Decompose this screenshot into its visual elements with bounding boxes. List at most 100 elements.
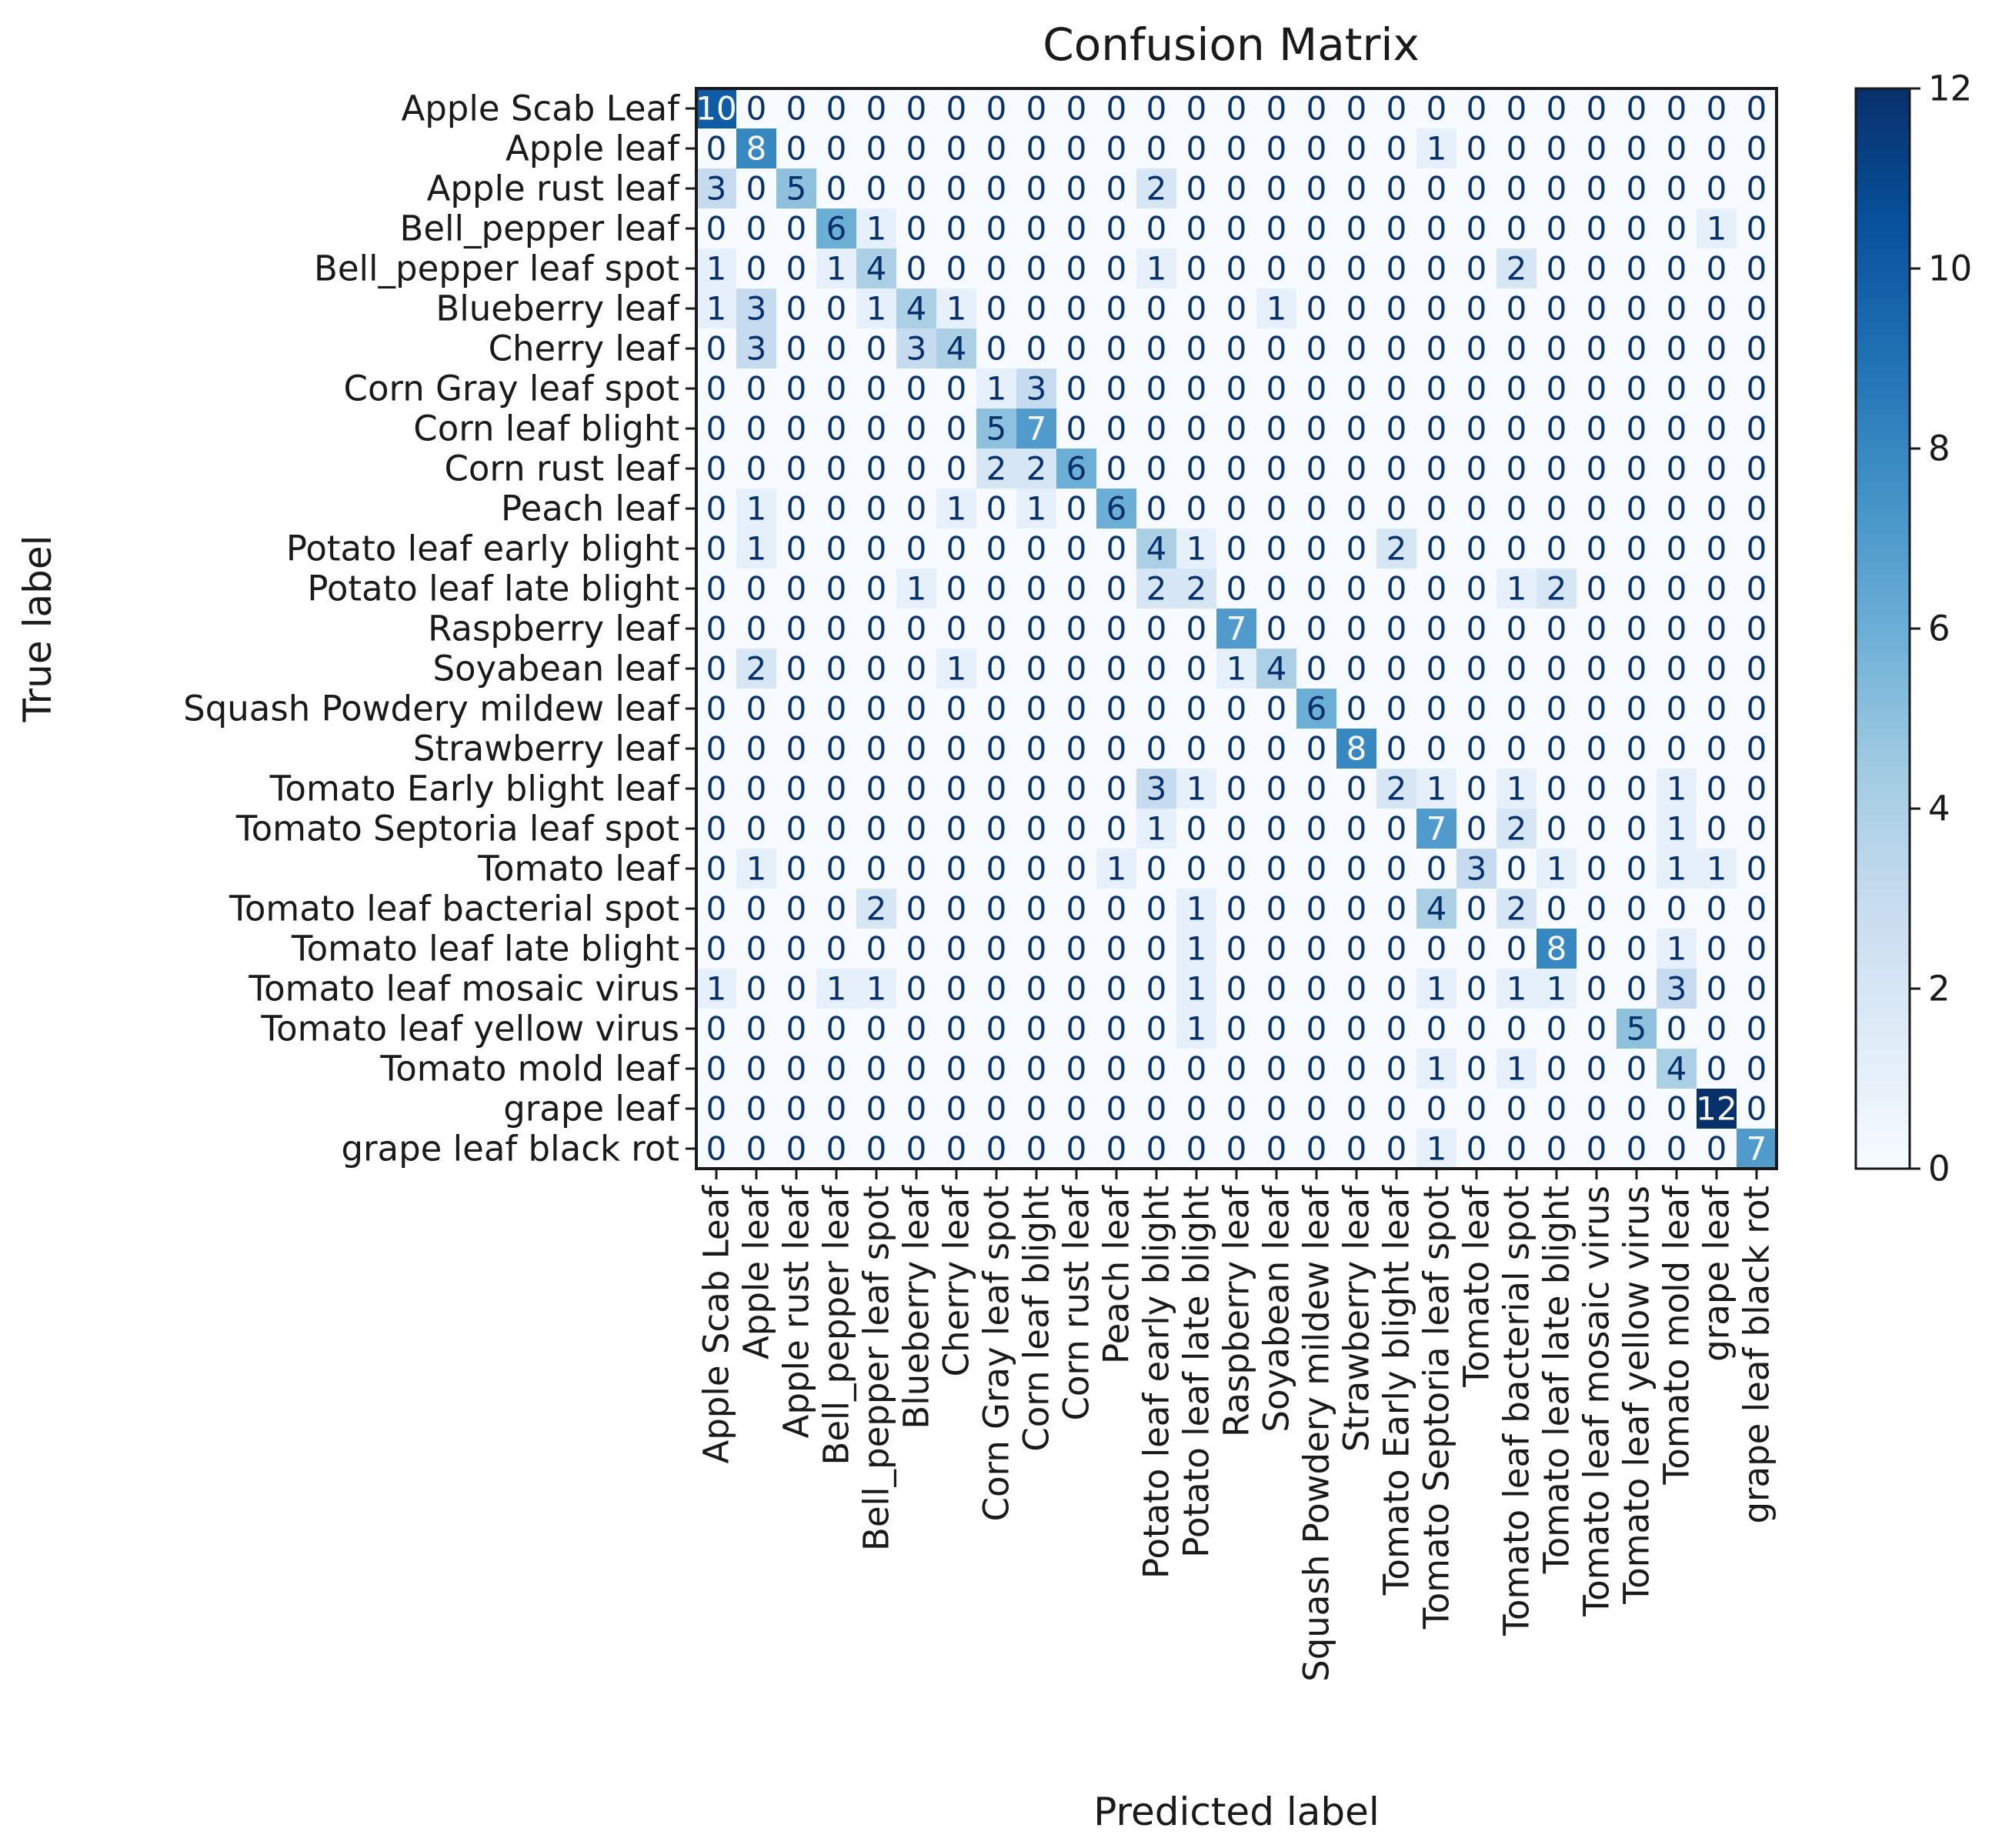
heatmap-cell <box>1537 849 1577 889</box>
cell-value-label: 0 <box>746 250 767 288</box>
cell-value-label: 0 <box>1186 250 1207 288</box>
heatmap-cell <box>1296 168 1337 209</box>
heatmap-cell <box>1176 929 1217 969</box>
heatmap-cell <box>856 249 897 289</box>
heatmap-cell <box>1697 969 1737 1009</box>
y-tick-label: Apple Scab Leaf <box>401 88 680 129</box>
cell-value-label: 0 <box>1386 450 1407 488</box>
heatmap-cell <box>1016 929 1057 969</box>
heatmap-cell <box>1256 809 1297 849</box>
cell-value-label: 0 <box>1587 490 1607 528</box>
heatmap-cell <box>776 609 817 649</box>
heatmap-cell <box>776 409 817 449</box>
heatmap-cell <box>1136 449 1177 489</box>
heatmap-cell <box>856 329 897 369</box>
cell-value-label: 0 <box>1346 1090 1367 1128</box>
cell-value-label: 0 <box>866 810 887 848</box>
cell-value-label: 0 <box>1667 250 1687 288</box>
cell-value-label: 0 <box>1507 410 1527 448</box>
cell-value-label: 3 <box>1667 970 1687 1008</box>
cell-value-label: 0 <box>786 1090 807 1128</box>
cell-value-label: 0 <box>1306 290 1327 328</box>
heatmap-cell <box>1537 1049 1577 1089</box>
cell-value-label: 0 <box>906 450 927 488</box>
cell-value-label: 0 <box>1386 330 1407 368</box>
cell-value-label: 0 <box>1346 530 1367 568</box>
heatmap-cell <box>1136 208 1177 249</box>
cell-value-label: 0 <box>1106 1090 1127 1128</box>
cell-value-label: 7 <box>1226 610 1247 648</box>
cell-value-label: 0 <box>1146 1090 1167 1128</box>
cell-value-label: 0 <box>1106 410 1127 448</box>
heatmap-cell <box>936 1129 977 1169</box>
heatmap-cell <box>776 809 817 849</box>
y-tick-label: grape leaf <box>503 1089 680 1129</box>
cell-value-label: 0 <box>1186 1130 1207 1168</box>
heatmap-cell <box>1136 409 1177 449</box>
cell-value-label: 0 <box>906 130 927 168</box>
heatmap-cell <box>1657 168 1697 209</box>
cell-value-label: 0 <box>946 890 967 928</box>
cell-value-label: 0 <box>826 170 847 208</box>
heatmap-cell <box>1456 489 1497 529</box>
cell-value-label: 0 <box>1266 450 1287 488</box>
cell-value-label: 0 <box>1266 890 1287 928</box>
cell-value-label: 0 <box>746 930 767 968</box>
cell-value-label: 0 <box>1627 610 1647 648</box>
heatmap-cell <box>1497 969 1537 1009</box>
heatmap-cell <box>696 168 737 209</box>
cell-value-label: 0 <box>1466 810 1487 848</box>
cell-value-label: 0 <box>1226 90 1247 128</box>
cell-value-label: 0 <box>1226 130 1247 168</box>
cell-value-label: 0 <box>1587 90 1607 128</box>
heatmap-cell <box>776 649 817 689</box>
heatmap-cell <box>1537 889 1577 929</box>
cell-value-label: 1 <box>1667 850 1687 888</box>
heatmap-cell <box>1256 609 1297 649</box>
cell-value-label: 0 <box>1026 690 1047 728</box>
cell-value-label: 0 <box>1587 290 1607 328</box>
cell-value-label: 0 <box>1587 330 1607 368</box>
cell-value-label: 0 <box>1667 170 1687 208</box>
heatmap-cell <box>1056 649 1097 689</box>
heatmap-cell <box>896 529 937 569</box>
y-tick-label: Corn leaf blight <box>413 409 679 449</box>
heatmap-cell <box>1056 929 1097 969</box>
heatmap-cell <box>736 1049 777 1089</box>
heatmap-cell <box>1136 889 1177 929</box>
cell-value-label: 0 <box>1426 1090 1447 1128</box>
heatmap-cell <box>1497 1009 1537 1049</box>
heatmap-cell <box>1737 1129 1777 1169</box>
heatmap-cell <box>1456 729 1497 769</box>
heatmap-cell <box>1216 649 1257 689</box>
heatmap-cell <box>1577 1009 1617 1049</box>
heatmap-cell <box>1176 1089 1217 1129</box>
heatmap-cell <box>856 809 897 849</box>
heatmap-cell <box>1016 849 1057 889</box>
heatmap-cell <box>1176 649 1217 689</box>
heatmap-cell <box>1497 809 1537 849</box>
heatmap-cell <box>1697 929 1737 969</box>
heatmap-cell <box>1657 449 1697 489</box>
heatmap-cell <box>1497 369 1537 409</box>
cell-value-label: 0 <box>1627 450 1647 488</box>
cell-value-label: 0 <box>1627 810 1647 848</box>
heatmap-cell <box>816 249 857 289</box>
cell-value-label: 0 <box>906 650 927 688</box>
cell-value-label: 0 <box>1587 530 1607 568</box>
cell-value-label: 0 <box>906 1130 927 1168</box>
cell-value-label: 0 <box>706 130 727 168</box>
heatmap-cell <box>1136 929 1177 969</box>
heatmap-cell <box>1617 88 1657 129</box>
cell-value-label: 0 <box>1707 650 1727 688</box>
cell-value-label: 0 <box>706 730 727 768</box>
heatmap-cell <box>1016 128 1057 169</box>
cell-value-label: 0 <box>1507 1130 1527 1168</box>
heatmap-cell <box>1136 1089 1177 1129</box>
cell-value-label: 0 <box>1426 650 1447 688</box>
heatmap-cell <box>1176 489 1217 529</box>
heatmap-cell <box>696 88 737 129</box>
heatmap-cell <box>1056 369 1097 409</box>
cell-value-label: 0 <box>1306 490 1327 528</box>
heatmap-cell <box>696 1009 737 1049</box>
